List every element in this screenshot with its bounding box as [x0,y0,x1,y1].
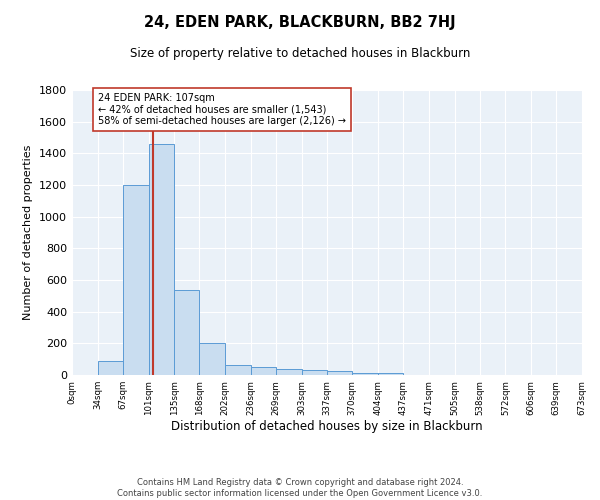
Bar [199,342,225,375]
Bar [328,371,352,375]
Text: Size of property relative to detached houses in Blackburn: Size of property relative to detached ho… [130,48,470,60]
Bar [251,367,276,375]
Text: 24 EDEN PARK: 107sqm
← 42% of detached houses are smaller (1,543)
58% of semi-de: 24 EDEN PARK: 107sqm ← 42% of detached h… [98,93,346,126]
X-axis label: Distribution of detached houses by size in Blackburn: Distribution of detached houses by size … [171,420,483,434]
Y-axis label: Number of detached properties: Number of detached properties [23,145,34,320]
Text: Contains HM Land Registry data © Crown copyright and database right 2024.
Contai: Contains HM Land Registry data © Crown c… [118,478,482,498]
Text: 24, EDEN PARK, BLACKBURN, BB2 7HJ: 24, EDEN PARK, BLACKBURN, BB2 7HJ [144,15,456,30]
Bar [98,361,123,375]
Bar [378,373,403,375]
Bar [302,370,328,375]
Bar [225,364,251,375]
Bar [123,185,149,375]
Bar [149,144,175,375]
Bar [352,374,378,375]
Bar [276,368,302,375]
Bar [175,290,199,375]
